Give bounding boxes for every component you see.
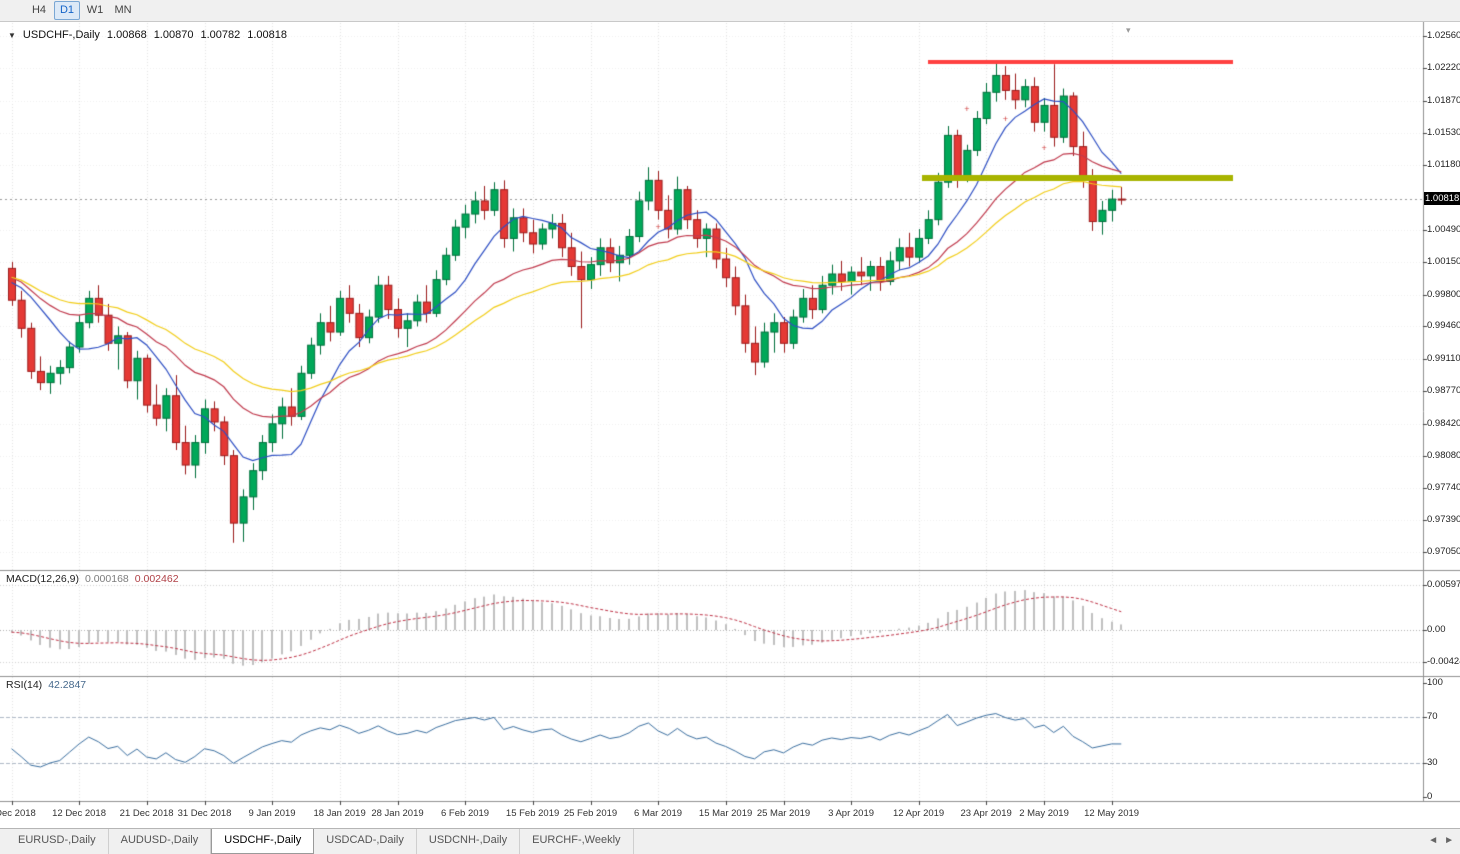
tab-scroll-controls: ◄ ►	[1428, 835, 1454, 846]
timeframe-button-w1[interactable]: W1	[86, 4, 104, 16]
timeframe-button-mn[interactable]: MN	[114, 4, 132, 16]
tab-usdchf-daily[interactable]: USDCHF-,Daily	[211, 829, 315, 854]
tab-eurchf-weekly[interactable]: EURCHF-,Weekly	[520, 829, 634, 854]
tab-usdcad-daily[interactable]: USDCAD-,Daily	[314, 829, 417, 854]
tab-scroll-left-icon[interactable]: ◄	[1428, 835, 1439, 846]
chart-tab-bar: EURUSD-,Daily AUDUSD-,Daily USDCHF-,Dail…	[0, 828, 1460, 854]
price-chart-canvas[interactable]	[0, 22, 1460, 828]
chart-region: ▼ USDCHF-,Daily 1.00868 1.00870 1.00782 …	[0, 22, 1460, 828]
tab-eurusd-daily[interactable]: EURUSD-,Daily	[6, 829, 109, 854]
timeframe-toolbar: H4 D1 W1 MN	[0, 0, 1460, 22]
tab-audusd-daily[interactable]: AUDUSD-,Daily	[109, 829, 212, 854]
tab-usdcnh-daily[interactable]: USDCNH-,Daily	[417, 829, 521, 854]
timeframe-button-d1[interactable]: D1	[54, 1, 80, 20]
timeframe-button-h4[interactable]: H4	[31, 4, 47, 16]
tab-scroll-right-icon[interactable]: ►	[1444, 835, 1454, 846]
